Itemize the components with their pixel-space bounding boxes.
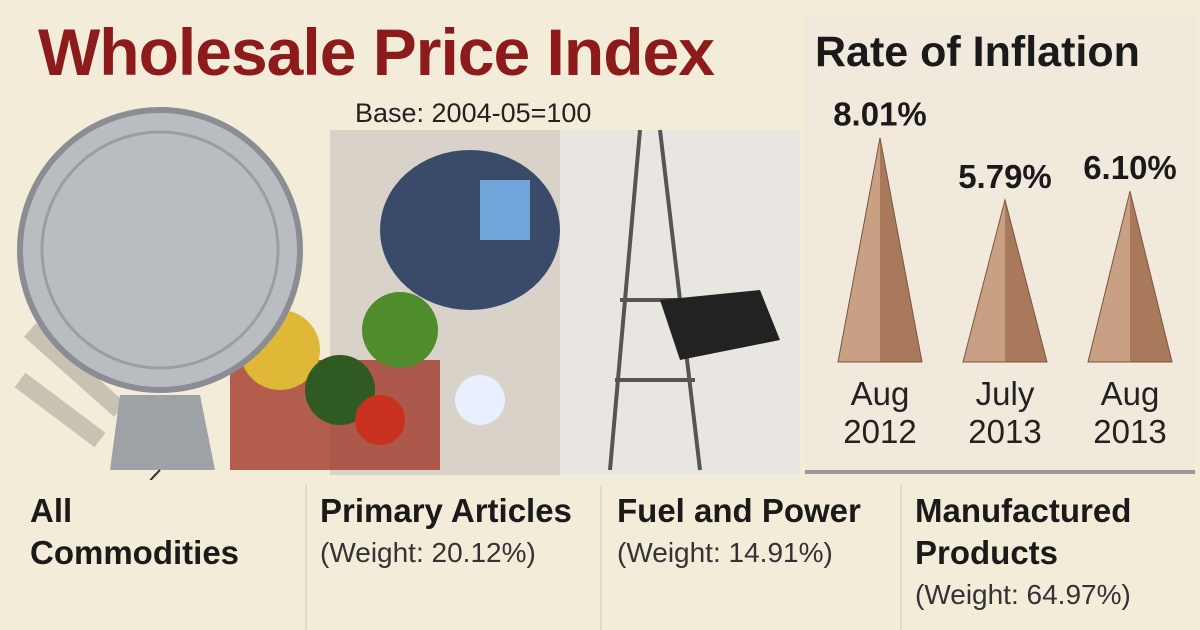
coin-rim: [40, 130, 280, 370]
section: Fuel and Power (Weight: 14.91%): [617, 490, 897, 630]
welder: [380, 150, 560, 310]
section-weight: (Weight: 64.97%): [915, 579, 1131, 610]
vegetable: [355, 395, 405, 445]
value-label: 5.79%: [958, 158, 1052, 195]
vegetable: [305, 355, 375, 425]
section-weight: (Weight: 14.91%): [617, 537, 833, 568]
section-name: All Commodities: [30, 492, 240, 571]
triangle-bar: [837, 137, 923, 363]
vegetable: [362, 292, 438, 368]
category-label: Aug 2013: [1093, 375, 1167, 450]
triangle-bar: [1087, 191, 1173, 363]
divider: [600, 485, 602, 630]
string: [149, 469, 161, 480]
section-name: Manufactured Products: [915, 492, 1132, 571]
coin-bag: [110, 395, 215, 470]
divider: [900, 485, 902, 630]
value-label: 8.01%: [833, 96, 927, 133]
illustration: [14, 107, 800, 480]
section: All Commodities: [30, 490, 290, 630]
triangle-bar: [962, 197, 1048, 363]
subtitle: Base: 2004-05=100: [355, 98, 592, 128]
spark: [455, 375, 505, 425]
category-label: Aug 2012: [843, 375, 917, 450]
welder-mask: [480, 180, 530, 240]
motion-lines: [14, 323, 126, 448]
coin: [17, 107, 303, 393]
title: Wholesale Price Index: [38, 15, 715, 89]
divider: [305, 485, 307, 630]
section-weight: (Weight: 20.12%): [320, 537, 536, 568]
section: Primary Articles (Weight: 20.12%): [320, 490, 600, 630]
category-label: July 2013: [968, 375, 1042, 450]
chart-title: Rate of Inflation: [815, 28, 1140, 76]
section-name: Primary Articles: [320, 492, 572, 529]
section: Manufactured Products (Weight: 64.97%): [915, 490, 1195, 630]
fuel-nozzle: [660, 290, 780, 360]
value-label: 6.10%: [1083, 149, 1177, 186]
section-name: Fuel and Power: [617, 492, 861, 529]
chart: 8.01% 5.79% 6.10%: [833, 96, 1177, 363]
